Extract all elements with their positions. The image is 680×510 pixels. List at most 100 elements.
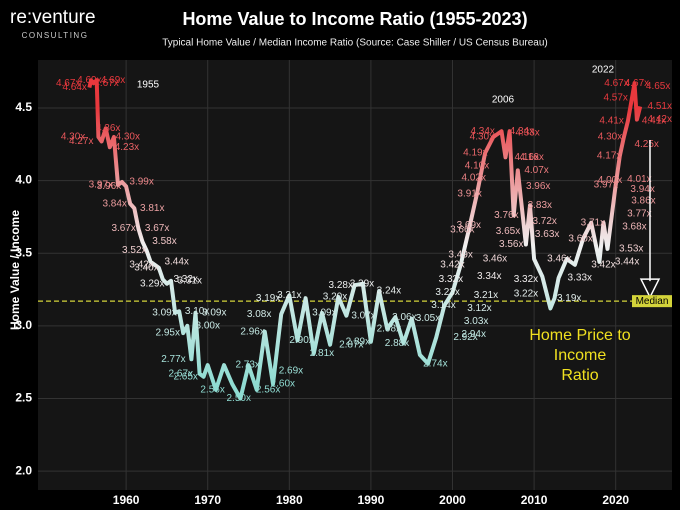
- data-label: 3.19x: [557, 293, 581, 304]
- x-tick-label: 1980: [276, 493, 303, 507]
- callout: Ratio: [561, 367, 598, 384]
- plot-area: [38, 60, 672, 490]
- data-label: 3.09x: [312, 307, 336, 318]
- data-label: 4.51x: [648, 101, 672, 112]
- data-label: 2.96x: [240, 326, 264, 337]
- data-label: 3.32x: [173, 274, 197, 285]
- data-label: 3.91x: [457, 188, 481, 199]
- x-tick-label: 2000: [439, 493, 466, 507]
- data-label: 2.77x: [161, 354, 185, 365]
- data-label: 4.16x: [515, 152, 539, 163]
- data-label: 3.42x: [129, 259, 153, 270]
- data-label: 2.65x: [173, 371, 197, 382]
- data-label: 4.42x: [648, 114, 672, 125]
- data-label: 3.32x: [439, 274, 463, 285]
- data-label: 3.52x: [122, 245, 146, 256]
- data-label: 2.90x: [289, 335, 313, 346]
- data-label: 3.22x: [514, 289, 538, 300]
- data-label: 4.27x: [69, 136, 93, 147]
- data-label: 4.33x: [515, 127, 539, 138]
- data-label: 4.67x: [604, 78, 628, 89]
- data-label: 4.67x: [625, 78, 649, 89]
- y-tick-label: 3.0: [15, 318, 32, 332]
- data-label: 3.76x: [494, 210, 518, 221]
- median-label: Median: [636, 296, 669, 307]
- data-label: 3.97x: [594, 180, 618, 191]
- data-label: 4.30x: [61, 132, 85, 143]
- y-tick-label: 3.5: [15, 245, 32, 259]
- median-label-bg: [632, 295, 672, 308]
- data-label: 3.46x: [483, 254, 507, 265]
- data-label: 2.89x: [346, 336, 370, 347]
- data-label: 2.95x: [156, 328, 180, 339]
- data-label: 4.10x: [465, 161, 489, 172]
- data-label: 4.17x: [597, 151, 621, 162]
- data-label: 4.19x: [463, 148, 487, 159]
- y-tick-label: 4.5: [15, 100, 32, 114]
- data-label: 4.69x: [77, 75, 101, 86]
- data-label: 3.28x: [328, 280, 352, 291]
- chart-subtitle: Typical Home Value / Median Income Ratio…: [162, 38, 548, 49]
- y-tick-label: 2.0: [15, 463, 32, 477]
- x-tick-label: 1990: [358, 493, 385, 507]
- data-label: 3.33x: [568, 273, 592, 284]
- data-label: 3.07x: [351, 310, 375, 321]
- data-label: 3.08x: [247, 309, 271, 320]
- data-label: 3.96x: [526, 181, 550, 192]
- data-label: 3.94x: [630, 184, 654, 195]
- y-axis-label: Home Value / Income: [8, 210, 22, 330]
- data-label: 4.23x: [115, 142, 139, 153]
- data-label: 3.06x: [392, 312, 416, 323]
- data-label: 4.67x: [56, 78, 80, 89]
- x-tick-label: 2010: [521, 493, 548, 507]
- data-label: 2.88x: [385, 338, 409, 349]
- data-label: 2.73x: [235, 360, 259, 371]
- callout: Home Price to: [529, 327, 630, 344]
- data-label: 3.86x: [631, 196, 655, 207]
- data-label: 4.36x: [96, 123, 120, 134]
- data-label: 3.96x: [97, 181, 121, 192]
- brand-name: re:venture: [10, 7, 96, 28]
- data-label: 4.25x: [634, 139, 658, 150]
- data-label: 3.10x: [185, 306, 209, 317]
- data-label: 4.41x: [599, 116, 623, 127]
- data-label: 4.65x: [646, 81, 670, 92]
- data-label: 3.72x: [532, 216, 556, 227]
- data-label: 3.67x: [111, 223, 135, 234]
- year-note: 2022: [592, 65, 615, 76]
- year-note: 2006: [492, 95, 515, 106]
- data-label: 3.09x: [152, 307, 176, 318]
- data-label: 3.05x: [416, 313, 440, 324]
- data-label: 4.64x: [62, 82, 86, 93]
- data-label: 3.68x: [622, 222, 646, 233]
- data-label: 3.49x: [448, 249, 472, 260]
- data-label: 4.34x: [510, 126, 534, 137]
- data-label: 3.99x: [129, 177, 153, 188]
- data-label: 3.03x: [464, 316, 488, 327]
- data-label: 3.77x: [627, 209, 651, 220]
- data-label: 3.32x: [514, 274, 538, 285]
- data-line: [87, 78, 643, 401]
- data-label: 2.74x: [423, 358, 447, 369]
- data-label: 3.21x: [277, 290, 301, 301]
- y-tick-label: 4.0: [15, 173, 32, 187]
- data-label: 3.53x: [619, 243, 643, 254]
- data-label: 3.56x: [499, 239, 523, 250]
- data-label: 3.81x: [140, 203, 164, 214]
- data-label: 4.69x: [101, 75, 125, 86]
- data-label: 2.69x: [279, 366, 303, 377]
- data-label: 3.66x: [450, 225, 474, 236]
- data-label: 2.60x: [271, 379, 295, 390]
- y-tick-label: 2.5: [15, 391, 32, 405]
- data-label: 3.83x: [528, 200, 552, 211]
- data-label: 3.09x: [202, 307, 226, 318]
- data-label: 4.07x: [524, 165, 548, 176]
- data-label: 3.69x: [457, 220, 481, 231]
- data-label: 2.98x: [377, 323, 401, 334]
- chart-title: Home Value to Income Ratio (1955-2023): [182, 9, 527, 29]
- data-label: 4.34x: [470, 126, 494, 137]
- brand-tagline: CONSULTING: [22, 31, 89, 40]
- data-label: 3.44x: [164, 257, 188, 268]
- data-label: 2.87x: [339, 339, 363, 350]
